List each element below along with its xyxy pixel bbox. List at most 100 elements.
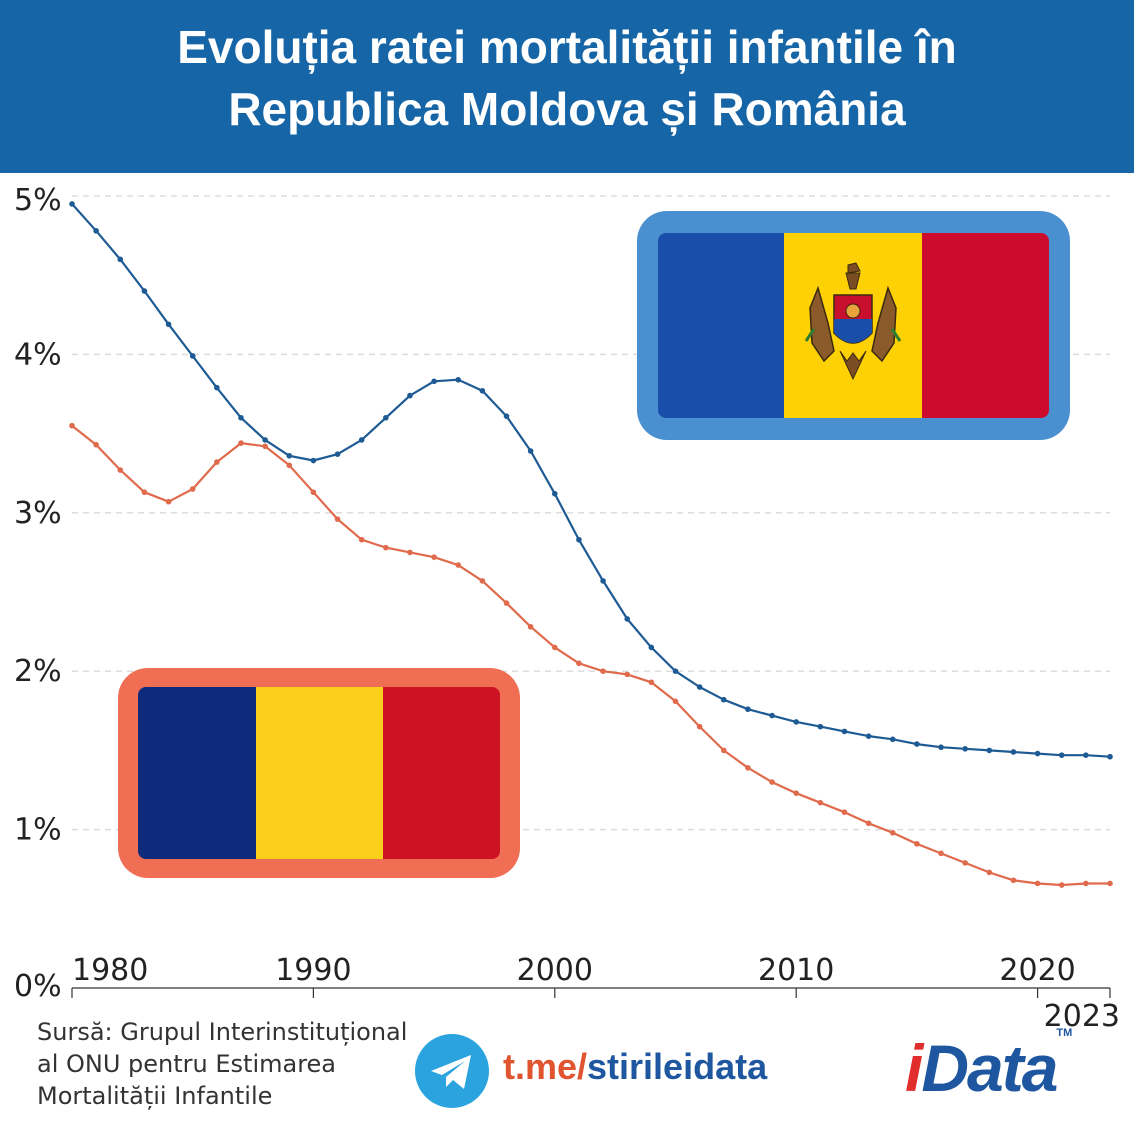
- data-point-1-2019: [1010, 877, 1017, 884]
- data-point-1-2017: [962, 860, 968, 866]
- data-point-0-2022: [1083, 752, 1089, 758]
- y-tick-label-0: 0%: [14, 969, 62, 1004]
- data-point-1-1986: [214, 459, 220, 465]
- data-point-1-2002: [600, 668, 606, 674]
- romania-flag-blue-stripe: [138, 687, 256, 859]
- data-point-0-1987: [238, 414, 244, 421]
- moldova-flag-blue-stripe: [658, 233, 784, 418]
- data-point-0-2009: [769, 712, 775, 719]
- data-point-0-2023: [1107, 753, 1113, 760]
- source-note: Sursă: Grupul Interinstituțional al ONU …: [37, 1016, 407, 1112]
- data-point-0-1989: [286, 452, 293, 459]
- y-tick-label-3: 3%: [14, 496, 62, 531]
- data-point-0-2021: [1058, 752, 1065, 758]
- data-point-0-2008: [745, 706, 751, 713]
- data-point-0-2005: [672, 668, 679, 674]
- data-point-1-2023: [1107, 880, 1113, 887]
- data-point-1-2004: [648, 679, 655, 686]
- data-point-1-2010: [793, 790, 799, 796]
- data-point-1-2003: [624, 671, 631, 678]
- series-line-1: [71, 424, 1110, 887]
- x-tick-label-2020: 2020: [999, 953, 1075, 988]
- data-point-1-2001: [576, 660, 582, 667]
- idata-logo: iDataTM: [905, 1027, 1073, 1106]
- logo-i: i: [905, 1031, 923, 1105]
- data-point-1-2016: [938, 850, 944, 857]
- data-point-1-2022: [1083, 880, 1089, 887]
- data-point-1-2005: [672, 698, 679, 705]
- data-point-1-1990: [310, 489, 317, 496]
- romania-flag: [118, 668, 520, 878]
- page-title-line-1: Evoluția ratei mortalității infantile în: [177, 21, 957, 73]
- data-point-0-2012: [841, 728, 848, 735]
- data-point-1-1983: [141, 489, 148, 496]
- telegram-link[interactable]: t.me/stirileidata: [503, 1046, 767, 1088]
- data-point-1-1998: [503, 600, 510, 606]
- data-point-1-1993: [383, 544, 389, 551]
- data-point-1-1985: [189, 486, 196, 492]
- data-point-1-1995: [431, 554, 437, 560]
- y-tick-label-4: 4%: [14, 337, 62, 372]
- data-point-1-2012: [841, 809, 848, 815]
- page-title-line-2: Republica Moldova și România: [228, 83, 906, 135]
- data-point-1-2006: [696, 723, 703, 730]
- infant-mortality-chart: 0% 1% 2% 3% 4% 5% 1980 1990 2000 2010 2020 2023: [14, 183, 1120, 1033]
- data-point-1-1987: [238, 440, 244, 446]
- data-point-1-2014: [889, 829, 896, 836]
- data-point-0-1996: [455, 376, 462, 383]
- logo-trademark: TM: [1056, 1027, 1073, 1039]
- source-line-1: Sursă: Grupul Interinstituțional: [37, 1018, 408, 1046]
- data-point-0-2003: [624, 616, 631, 622]
- x-tick-label-2010: 2010: [758, 953, 834, 988]
- y-tick-label-5: 5%: [14, 183, 62, 218]
- data-point-0-1991: [334, 451, 341, 457]
- data-point-0-1988: [262, 437, 268, 443]
- data-point-1-1981: [93, 441, 99, 448]
- data-point-0-2011: [817, 723, 824, 730]
- data-point-0-2016: [938, 744, 944, 751]
- data-point-1-2020: [1034, 880, 1041, 887]
- data-point-1-2008: [745, 765, 751, 771]
- data-point-0-1998: [503, 413, 510, 419]
- data-point-1-1992: [358, 536, 365, 543]
- data-point-0-2004: [648, 644, 655, 651]
- data-point-0-2015: [914, 741, 920, 747]
- romania-flag-yellow-stripe: [256, 687, 383, 859]
- data-point-0-2017: [962, 746, 968, 752]
- y-tick-label-1: 1%: [14, 813, 62, 848]
- source-line-2: al ONU pentru Estimarea: [37, 1050, 337, 1078]
- data-point-0-1985: [189, 353, 196, 359]
- data-point-0-1994: [407, 392, 413, 399]
- data-point-0-2007: [720, 696, 727, 703]
- data-point-0-1995: [431, 378, 437, 385]
- data-point-1-1984: [165, 498, 172, 505]
- moldova-coat-of-arms-icon: [804, 262, 902, 381]
- data-point-1-1989: [286, 462, 293, 469]
- data-point-1-2015: [914, 841, 920, 847]
- data-point-1-1999: [527, 624, 534, 630]
- data-point-1-2021: [1058, 882, 1065, 888]
- data-point-0-1999: [527, 448, 534, 454]
- data-point-0-2001: [576, 536, 582, 543]
- telegram-link-handle: stirileidata: [587, 1046, 768, 1087]
- telegram-icon[interactable]: [415, 1034, 489, 1108]
- series-line-0: [71, 203, 1111, 758]
- data-point-0-2013: [865, 733, 872, 739]
- data-point-0-2018: [986, 747, 993, 754]
- moldova-flag: [637, 211, 1070, 440]
- data-point-0-1990: [310, 457, 317, 464]
- data-point-0-2010: [793, 719, 799, 725]
- data-point-1-1982: [117, 467, 124, 473]
- x-tick-label-1980: 1980: [72, 953, 148, 988]
- data-point-0-1992: [358, 437, 365, 443]
- data-point-0-1997: [479, 388, 486, 394]
- data-point-1-2011: [817, 799, 824, 806]
- data-point-0-1980: [69, 201, 75, 207]
- data-point-0-1986: [214, 384, 220, 391]
- data-point-0-2014: [889, 736, 896, 743]
- data-point-1-1991: [334, 516, 341, 522]
- data-point-0-1981: [93, 228, 99, 234]
- data-point-1-1994: [407, 549, 413, 556]
- x-tick-label-2023: 2023: [1044, 999, 1120, 1033]
- moldova-flag-yellow-stripe: [784, 233, 922, 418]
